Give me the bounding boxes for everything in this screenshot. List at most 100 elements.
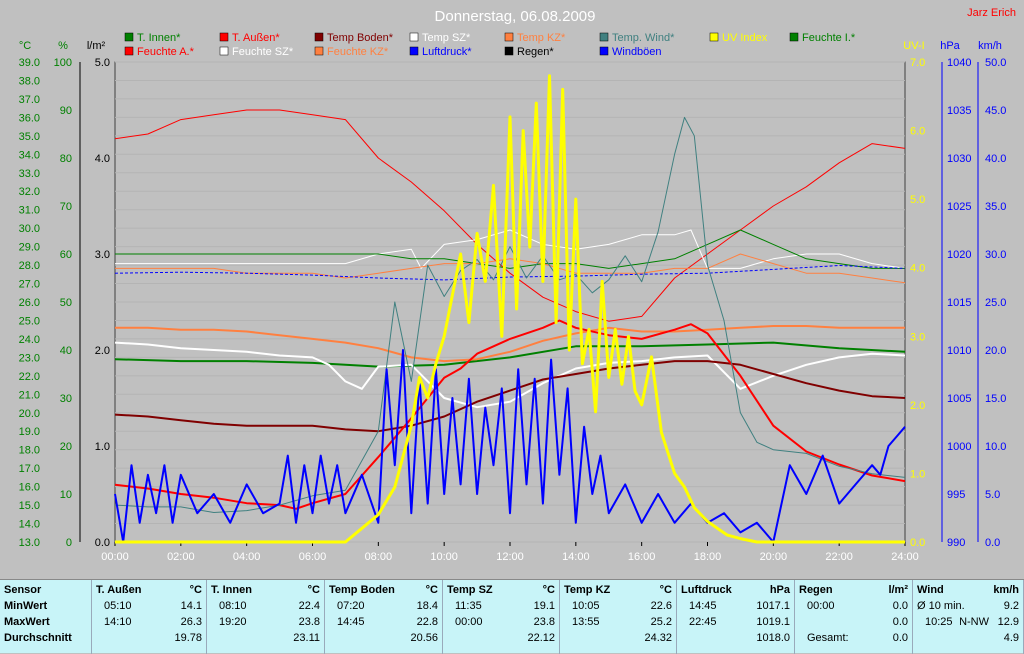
stats-sensor-name: T. Innen	[211, 584, 252, 596]
stats-avg-row: 24.32	[564, 630, 672, 646]
axis-tick-temp: 20.0	[19, 408, 40, 420]
stats-min-value: 19.1	[533, 600, 555, 612]
stats-max-time: 10:25	[925, 616, 953, 628]
axis-tick-press: 1040	[947, 57, 971, 69]
stats-avg-value: 20.56	[410, 632, 438, 644]
legend-swatch	[599, 46, 609, 56]
axis-tick-uv: 7.0	[910, 57, 925, 69]
stats-avg-value: 0.0	[892, 632, 908, 644]
stats-min-time: Ø 10 min.	[917, 600, 965, 612]
axis-tick-wind: 30.0	[985, 249, 1006, 261]
axis-tick-press: 1000	[947, 441, 971, 453]
axis-tick-temp: 16.0	[19, 482, 40, 494]
axis-tick-wind: 35.0	[985, 201, 1006, 213]
axis-tick-temp: 37.0	[19, 94, 40, 106]
stats-max-value: 0.0	[892, 616, 908, 628]
stats-column-2: Temp Boden °C 07:20 18.4 14:45 22.8 20.56	[325, 580, 443, 654]
stats-header-row: Temp Boden °C	[329, 582, 438, 598]
time-tick-label: 06:00	[299, 551, 327, 563]
axis-tick-temp: 15.0	[19, 500, 40, 512]
stats-max-time: 00:00	[455, 616, 483, 628]
stats-label: Durchschnitt	[4, 632, 72, 644]
stats-avg-value: 24.32	[644, 632, 672, 644]
stats-label-row: MinWert	[4, 598, 87, 614]
axis-tick-hum: 60	[60, 249, 72, 261]
legend-swatch	[504, 32, 514, 42]
axis-tick-temp: 22.0	[19, 371, 40, 383]
stats-label: MaxWert	[4, 616, 50, 628]
axis-tick-rain: 2.0	[95, 345, 110, 357]
axis-tick-temp: 23.0	[19, 352, 40, 364]
stats-min-time: 08:10	[219, 600, 247, 612]
axis-tick-rain: 1.0	[95, 441, 110, 453]
axis-tick-press: 1010	[947, 345, 971, 357]
axis-tick-press: 1025	[947, 201, 971, 213]
stats-label-column: Sensor MinWert MaxWert Durchschnitt	[0, 580, 92, 654]
stats-sensor-name: Temp KZ	[564, 584, 611, 596]
legend-swatch	[709, 32, 719, 42]
axis-tick-wind: 20.0	[985, 345, 1006, 357]
legend-label: Temp. Wind*	[612, 32, 675, 44]
axis-unit-wind: km/h	[978, 40, 1002, 52]
legend-label: Temp Boden*	[327, 32, 394, 44]
stats-max-direction: N-NW	[959, 616, 989, 628]
legend-swatch	[124, 46, 134, 56]
stats-column-1: T. Innen °C 08:10 22.4 19:20 23.8 23.11	[207, 580, 325, 654]
time-tick-label: 00:00	[101, 551, 129, 563]
stats-unit: hPa	[769, 584, 790, 596]
legend-label: Temp SZ*	[422, 32, 471, 44]
stats-unit: °C	[659, 584, 672, 596]
stats-column-4: Temp KZ °C 10:05 22.6 13:55 25.2 24.32	[560, 580, 677, 654]
stats-min-row: 11:35 19.1	[447, 598, 555, 614]
stats-min-value: 22.4	[298, 600, 320, 612]
legend-swatch	[409, 46, 419, 56]
axis-tick-temp: 30.0	[19, 223, 40, 235]
axis-tick-uv: 1.0	[910, 468, 925, 480]
chart-legend: T. Innen* T. Außen* Temp Boden* Temp SZ* Tem…	[124, 32, 856, 58]
stats-unit: km/h	[993, 584, 1019, 596]
stats-avg-row: 20.56	[329, 630, 438, 646]
stats-max-row: 10:25 N-NW 12.9	[917, 614, 1019, 630]
axis-tick-uv: 6.0	[910, 126, 925, 138]
stats-min-row: 14:45 1017.1	[681, 598, 790, 614]
stats-avg-row: 22.12	[447, 630, 555, 646]
stats-avg-row: Gesamt: 0.0	[799, 630, 908, 646]
axis-tick-temp: 27.0	[19, 279, 40, 291]
axis-tick-uv: 0.0	[910, 537, 925, 549]
axis-tick-hum: 10	[60, 489, 72, 501]
axis-tick-uv: 2.0	[910, 400, 925, 412]
time-tick-label: 12:00	[496, 551, 524, 563]
axis-tick-uv: 3.0	[910, 331, 925, 343]
axis-tick-wind: 0.0	[985, 537, 1000, 549]
legend-label: Feuchte KZ*	[327, 46, 389, 58]
axis-tick-wind: 45.0	[985, 105, 1006, 117]
stats-max-value: 23.8	[298, 616, 320, 628]
series-line-11	[114, 349, 906, 543]
axis-unit-press: hPa	[940, 40, 960, 52]
legend-label: Feuchte A.*	[137, 46, 195, 58]
stats-label: Sensor	[4, 584, 42, 596]
stats-unit: °C	[542, 584, 555, 596]
legend-label: T. Innen*	[137, 32, 181, 44]
axis-tick-hum: 70	[60, 201, 72, 213]
stats-max-time: 13:55	[572, 616, 600, 628]
stats-max-row: 14:45 22.8	[329, 614, 438, 630]
stats-min-value: 22.6	[650, 600, 672, 612]
stats-column-7: Wind km/h Ø 10 min. 9.2 10:25 N-NW 12.9 4.9	[913, 580, 1024, 654]
legend-swatch	[599, 32, 609, 42]
time-tick-label: 14:00	[562, 551, 590, 563]
chart-title: Donnerstag, 06.08.2009	[435, 8, 596, 25]
stats-avg-row: 19.78	[96, 630, 202, 646]
stats-max-value: 25.2	[650, 616, 672, 628]
series-line-12	[115, 74, 905, 544]
stats-max-value: 23.8	[533, 616, 555, 628]
stats-header-row: Temp SZ °C	[447, 582, 555, 598]
legend-swatch	[219, 46, 229, 56]
axis-tick-hum: 100	[54, 57, 72, 69]
axis-tick-rain: 5.0	[95, 57, 110, 69]
axis-tick-wind: 25.0	[985, 297, 1006, 309]
series-line-9	[114, 319, 906, 510]
time-tick-label: 18:00	[694, 551, 722, 563]
time-tick-label: 22:00	[825, 551, 853, 563]
axis-tick-temp: 39.0	[19, 57, 40, 69]
